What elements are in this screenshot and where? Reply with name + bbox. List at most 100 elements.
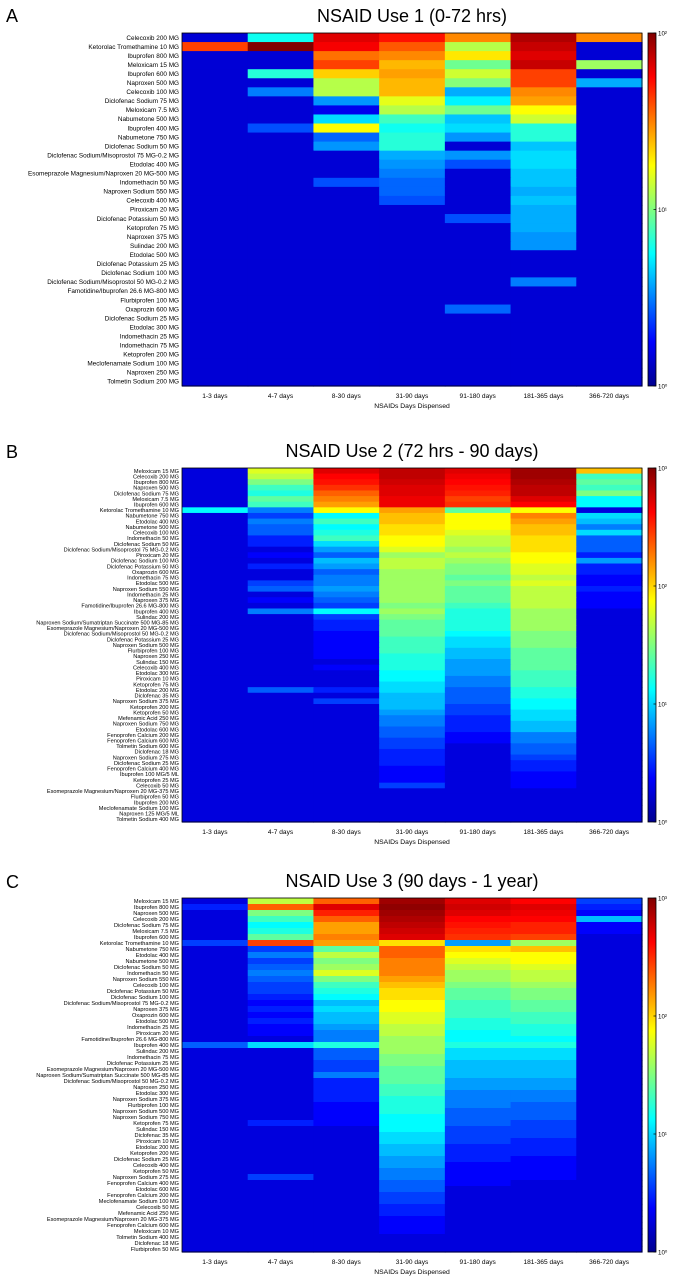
- heatmap-cell: [247, 982, 315, 989]
- row-label: Flurbiprofen 50 MG: [131, 795, 179, 801]
- heatmap-cell: [313, 910, 380, 917]
- heatmap-cell: [182, 698, 249, 705]
- row-label: Indomethacin 25 MG: [127, 592, 179, 598]
- heatmap-cell: [444, 1042, 512, 1049]
- heatmap-cell: [313, 793, 380, 801]
- heatmap-cell: [247, 777, 315, 784]
- row-label: Ibuprofen 800 MG: [134, 905, 179, 911]
- heatmap-cell: [576, 349, 643, 360]
- heatmap-cell: [247, 150, 315, 161]
- row-label: Ketorolac Tromethamine 10 MG: [100, 941, 179, 947]
- heatmap-cell: [576, 760, 643, 767]
- heatmap-cell: [313, 1018, 380, 1025]
- heatmap-cell: [313, 934, 380, 941]
- heatmap-cell: [247, 619, 315, 626]
- plot-frame: [181, 32, 643, 387]
- heatmap-cell: [247, 1054, 315, 1061]
- row-label: Famotidine/Ibuprofen 26.6 MG-800 MG: [81, 604, 179, 610]
- heatmap-cell: [444, 608, 512, 615]
- heatmap-cell: [576, 1054, 643, 1061]
- heatmap-cell: [247, 810, 315, 817]
- row-label: Etodolac 500 MG: [130, 252, 179, 259]
- heatmap-cell: [510, 687, 577, 694]
- heatmap-cell: [379, 484, 446, 492]
- heatmap-cell: [444, 574, 512, 581]
- heatmap-cell: [379, 1102, 446, 1109]
- heatmap-cell: [510, 557, 577, 565]
- heatmap-cell: [444, 69, 512, 79]
- heatmap-cell: [247, 277, 315, 288]
- heatmap-cell: [182, 1204, 249, 1211]
- heatmap-cell: [247, 681, 315, 688]
- heatmap-cell: [247, 1066, 315, 1073]
- heatmap-cell: [313, 898, 380, 905]
- heatmap-cell: [379, 754, 446, 761]
- heatmap-cell: [510, 625, 577, 632]
- heatmap-cell: [313, 602, 380, 610]
- heatmap-cell: [510, 1042, 577, 1049]
- heatmap-cell: [247, 259, 315, 269]
- row-label: Indomethacin 50 MG: [120, 180, 179, 187]
- heatmap-cell: [510, 580, 577, 587]
- heatmap-cell: [247, 1102, 315, 1109]
- heatmap-cell: [576, 982, 643, 989]
- heatmap-cell: [182, 1126, 249, 1133]
- heatmap-cell: [379, 777, 446, 784]
- heatmap-cell: [182, 771, 249, 778]
- heatmap-cell: [576, 1120, 643, 1127]
- heatmap-cell: [510, 1198, 577, 1205]
- heatmap-cell: [247, 468, 315, 475]
- heatmap-cell: [444, 788, 512, 795]
- heatmap-cell: [444, 468, 512, 475]
- heatmap-cell: [576, 898, 643, 905]
- heatmap-cell: [313, 591, 380, 598]
- row-label: Esomeprazole Magnesium/Naproxen 20 MG-50…: [47, 626, 179, 632]
- heatmap-cell: [510, 964, 577, 971]
- heatmap-cell: [379, 524, 446, 531]
- heatmap-cell: [510, 647, 577, 655]
- heatmap-cell: [247, 737, 315, 744]
- heatmap-cell: [576, 988, 643, 995]
- heatmap-cell: [313, 132, 380, 143]
- heatmap-cell: [313, 737, 380, 744]
- row-label: Naproxen Sodium 500 MG: [113, 643, 179, 649]
- heatmap-cell: [576, 737, 643, 744]
- heatmap-cell: [313, 1186, 380, 1193]
- heatmap-cell: [576, 788, 643, 795]
- heatmap-cell: [313, 529, 380, 537]
- heatmap-cell: [510, 1054, 577, 1061]
- row-label: Sulindac 200 MG: [130, 243, 179, 250]
- heatmap-cell: [379, 946, 446, 953]
- heatmap-cell: [379, 910, 446, 917]
- heatmap-cell: [379, 608, 446, 615]
- heatmap-cell: [182, 1078, 249, 1085]
- heatmap-cell: [379, 473, 446, 480]
- heatmap-cell: [379, 602, 446, 610]
- row-label: Esomeprazole Magnesium/Naproxen 20 MG-50…: [47, 1067, 179, 1073]
- heatmap-cell: [182, 150, 249, 161]
- heatmap-cell: [313, 574, 380, 581]
- heatmap-cell: [576, 642, 643, 649]
- heatmap-cell: [247, 659, 315, 666]
- heatmap-cell: [510, 958, 577, 965]
- heatmap-cell: [247, 42, 315, 52]
- heatmap-cell: [576, 1108, 643, 1115]
- heatmap-cell: [182, 1006, 249, 1013]
- heatmap-cell: [313, 946, 380, 953]
- heatmap-cell: [247, 69, 315, 79]
- row-label: Nabumetone 500 MG: [126, 959, 179, 965]
- row-label: Flurbiprofen 100 MG: [128, 1103, 179, 1109]
- heatmap-cell: [247, 535, 315, 542]
- heatmap-cell: [313, 760, 380, 767]
- heatmap-cell: [182, 105, 249, 116]
- heatmap-cell: [576, 704, 643, 711]
- heatmap-cell: [247, 1216, 315, 1223]
- heatmap-cell: [247, 760, 315, 767]
- heatmap-cell: [313, 922, 380, 929]
- colorbar-tick-label: 10¹: [658, 1132, 667, 1139]
- row-label: Etodolac 600 MG: [136, 727, 179, 733]
- heatmap-cell: [182, 704, 249, 711]
- heatmap-cell: [182, 653, 249, 660]
- row-label: Meloxicam 15 MG: [128, 62, 180, 69]
- heatmap-cell: [313, 597, 380, 604]
